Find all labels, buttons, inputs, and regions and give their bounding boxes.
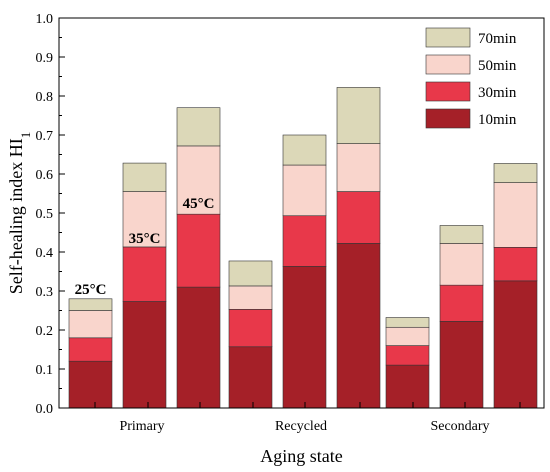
x-category-label-primary: Primary — [119, 419, 164, 434]
legend-swatch-50min — [425, 54, 471, 75]
bar-segment-recycled-2-50min — [282, 164, 327, 217]
bar-segment-primary-2-50min — [122, 191, 167, 248]
bar-segment-secondary-2-10min — [439, 321, 484, 409]
bar-segment-primary-2-30min — [122, 246, 167, 302]
y-axis-title: Self-healing index HI1 — [6, 132, 33, 294]
temperature-label-1: 25°C — [75, 282, 107, 298]
bar-segment-primary-1-10min — [68, 360, 113, 409]
bar-segment-secondary-2-50min — [439, 243, 484, 286]
y-axis-title-subscript: 1 — [18, 132, 33, 139]
legend-label-30min: 30min — [478, 85, 517, 101]
y-axis-title-main: Self-healing index HI — [6, 138, 26, 294]
bars-group — [68, 87, 538, 409]
bar-segment-recycled-3-50min — [336, 143, 381, 192]
bar-segment-primary-3-70min — [176, 107, 221, 147]
legend-label-10min: 10min — [478, 112, 517, 128]
y-tick-label-6: 0.6 — [36, 168, 54, 183]
bar-segment-recycled-3-70min — [336, 87, 381, 144]
y-tick-label-0: 0.0 — [36, 402, 54, 417]
bar-segment-secondary-1-70min — [385, 317, 430, 328]
bar-segment-secondary-3-50min — [493, 182, 538, 248]
y-tick-label-2: 0.2 — [36, 324, 54, 339]
bar-segment-secondary-3-70min — [493, 163, 538, 183]
x-category-label-secondary: Secondary — [430, 419, 489, 434]
y-tick-label-7: 0.7 — [36, 129, 54, 144]
y-tick-label-10: 1.0 — [36, 12, 54, 27]
temperature-label-3: 45°C — [183, 196, 215, 212]
legend-swatch-70min — [425, 27, 471, 48]
temperature-label-2: 35°C — [129, 231, 161, 247]
legend-swatch-30min — [425, 81, 471, 102]
bar-segment-primary-3-50min — [176, 145, 221, 215]
bar-segment-recycled-2-10min — [282, 266, 327, 409]
bar-segment-recycled-2-70min — [282, 134, 327, 166]
y-tick-label-1: 0.1 — [36, 363, 54, 378]
temperature-annotations: 25°C 35°C 45°C — [75, 196, 215, 298]
y-tick-label-4: 0.4 — [36, 246, 54, 261]
bar-segment-primary-3-10min — [176, 286, 221, 409]
x-category-label-recycled: Recycled — [275, 419, 327, 434]
x-axis-title: Aging state — [260, 446, 343, 466]
bar-segment-secondary-2-30min — [439, 284, 484, 322]
y-tick-label-9: 0.9 — [36, 51, 54, 66]
bar-segment-primary-3-30min — [176, 213, 221, 288]
bar-segment-primary-1-30min — [68, 337, 113, 362]
bar-segment-recycled-1-50min — [228, 285, 273, 310]
bar-segment-recycled-2-30min — [282, 215, 327, 267]
bar-segment-secondary-3-10min — [493, 280, 538, 409]
y-tick-label-5: 0.5 — [36, 207, 54, 222]
bar-segment-primary-2-70min — [122, 162, 167, 192]
bar-segment-secondary-3-30min — [493, 247, 538, 282]
y-tick-label-3: 0.3 — [36, 285, 54, 300]
bar-segment-secondary-1-10min — [385, 364, 430, 409]
y-tick-label-8: 0.8 — [36, 90, 54, 105]
bar-segment-secondary-1-50min — [385, 326, 430, 346]
x-axis: Primary Recycled Secondary — [94, 402, 521, 434]
bar-segment-recycled-1-70min — [228, 260, 273, 287]
y-axis: 0.0 0.1 0.2 0.3 0.4 0.5 0.6 0.7 0.8 0.9 1.0 — [36, 12, 65, 417]
bar-segment-primary-1-50min — [68, 310, 113, 339]
bar-segment-recycled-1-30min — [228, 309, 273, 348]
bar-segment-secondary-2-70min — [439, 225, 484, 244]
bar-segment-primary-1-70min — [68, 298, 113, 311]
bar-segment-recycled-3-10min — [336, 243, 381, 409]
bar-segment-secondary-1-30min — [385, 345, 430, 366]
legend-label-70min: 70min — [478, 31, 517, 47]
legend: 70min 50min 30min 10min — [425, 27, 517, 129]
bar-segment-primary-2-10min — [122, 301, 167, 409]
bar-segment-recycled-1-10min — [228, 346, 273, 409]
bar-segment-recycled-3-30min — [336, 191, 381, 244]
legend-label-50min: 50min — [478, 58, 517, 74]
legend-swatch-10min — [425, 108, 471, 129]
